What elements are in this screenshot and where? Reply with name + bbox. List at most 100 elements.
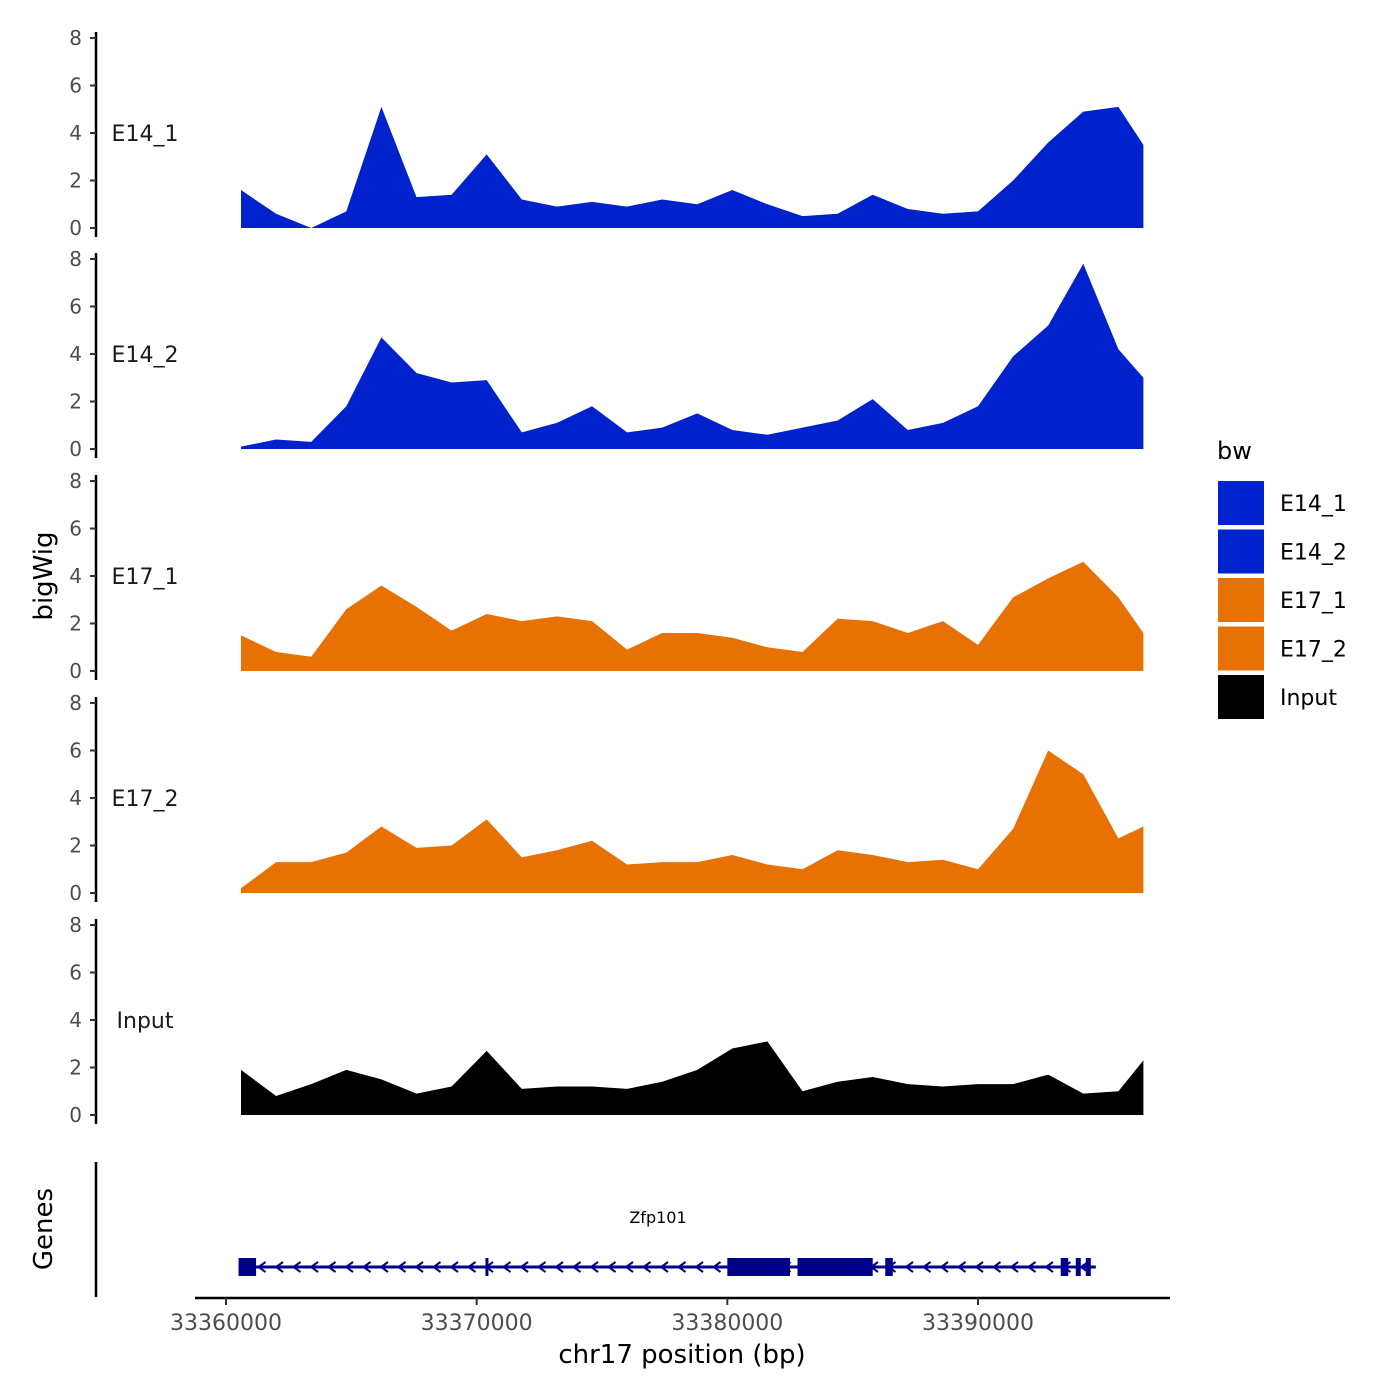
gene-name-label: Zfp101 xyxy=(629,1208,686,1227)
panel-label-e17_2: E17_2 xyxy=(112,787,179,812)
area-input xyxy=(241,1041,1144,1115)
y-tick-label: 0 xyxy=(69,659,82,683)
y-tick-label: 6 xyxy=(69,74,82,98)
strand-arrow xyxy=(431,1261,442,1273)
strand-arrow xyxy=(571,1261,582,1273)
strand-arrow xyxy=(659,1261,669,1273)
strand-arrow xyxy=(1026,1261,1037,1273)
gene-model-zfp101 xyxy=(238,1258,1096,1276)
strand-arrow xyxy=(501,1261,512,1273)
legend: bw E14_1 E14_2 E17_1 E17_2 Input xyxy=(1217,437,1347,719)
panel-label-input: Input xyxy=(117,1009,174,1034)
strand-arrow xyxy=(676,1261,687,1273)
legend-label-input: Input xyxy=(1280,686,1337,711)
strand-arrow xyxy=(991,1261,1002,1273)
strand-arrow xyxy=(939,1261,949,1273)
strand-arrow xyxy=(624,1261,634,1273)
gene-exon xyxy=(1085,1258,1091,1276)
panel-label-e14_2: E14_2 xyxy=(112,343,179,368)
strand-arrow xyxy=(449,1261,459,1273)
panel-e14_2: 0 2 4 6 8 E14_2 xyxy=(69,247,1144,461)
gene-exon xyxy=(485,1258,489,1276)
strand-arrow xyxy=(956,1261,967,1273)
y-tick-label: 0 xyxy=(69,1103,82,1127)
y-tick-label: 0 xyxy=(69,437,82,461)
area-e14_1 xyxy=(241,106,1144,228)
strand-arrow xyxy=(396,1261,407,1273)
strand-arrow xyxy=(1009,1261,1019,1273)
panel-label-e14_1: E14_1 xyxy=(112,122,179,147)
strand-arrow xyxy=(256,1261,267,1273)
signal-panels: 0 2 4 6 8 E14_1 0 2 4 6 8 E14_2 0 2 4 6 8 E17_1 0 2 4 6 8 E17_2… xyxy=(69,26,1144,1127)
legend-swatch-e17_1 xyxy=(1218,578,1264,622)
legend-swatch-e14_2 xyxy=(1218,529,1264,574)
y-tick-label: 4 xyxy=(69,564,82,588)
x-axis-ticks: 33360000 33370000 33380000 33390000 xyxy=(170,1298,1034,1336)
x-axis-title: chr17 position (bp) xyxy=(558,1340,805,1370)
panel-e17_2: 0 2 4 6 8 E17_2 xyxy=(69,691,1144,905)
y-tick-label: 4 xyxy=(69,342,82,366)
strand-arrow xyxy=(641,1261,652,1273)
y-tick-label: 8 xyxy=(69,469,82,493)
y-tick-label: 2 xyxy=(69,169,82,193)
gene-exon xyxy=(727,1258,790,1276)
strand-arrow xyxy=(379,1261,389,1273)
x-tick-label: 33380000 xyxy=(671,1311,783,1336)
gene-exon xyxy=(797,1258,873,1276)
y-tick-label: 4 xyxy=(69,121,82,145)
strand-arrow xyxy=(344,1261,354,1273)
strand-arrow xyxy=(361,1261,372,1273)
legend-swatch-e14_1 xyxy=(1218,481,1264,525)
legend-swatch-input xyxy=(1218,675,1264,719)
y-tick-label: 6 xyxy=(69,961,82,985)
strand-arrow xyxy=(536,1261,547,1273)
y-tick-label: 4 xyxy=(69,786,82,810)
area-e14_2 xyxy=(241,263,1144,449)
x-axis: 33360000 33370000 33380000 33390000 chr17 p… xyxy=(170,1296,1170,1370)
y-axis-title: bigWig xyxy=(29,531,59,620)
y-tick-label: 2 xyxy=(69,1056,82,1080)
legend-label-e14_2: E14_2 xyxy=(1280,541,1347,566)
panel-e14_1: 0 2 4 6 8 E14_1 xyxy=(69,26,1144,240)
strand-arrow xyxy=(291,1261,302,1273)
strand-arrow xyxy=(589,1261,599,1273)
y-tick-label: 2 xyxy=(69,834,82,858)
y-tick-label: 2 xyxy=(69,612,82,636)
legend-label-e14_1: E14_1 xyxy=(1280,492,1347,517)
gene-exon xyxy=(1060,1258,1069,1276)
strand-arrow xyxy=(554,1261,564,1273)
legend-label-e17_2: E17_2 xyxy=(1280,638,1347,663)
area-e17_2 xyxy=(241,750,1144,893)
legend-label-e17_1: E17_1 xyxy=(1280,589,1347,614)
strand-arrow xyxy=(974,1261,984,1273)
strand-arrow xyxy=(309,1261,319,1273)
genes-track: Genes Zfp101 xyxy=(29,1162,1096,1297)
gene-exon xyxy=(1075,1258,1081,1276)
area-e17_1 xyxy=(241,561,1144,671)
y-tick-label: 6 xyxy=(69,739,82,763)
strand-arrow xyxy=(274,1261,284,1273)
strand-arrow xyxy=(414,1261,424,1273)
gene-exon xyxy=(238,1258,257,1276)
y-tick-label: 8 xyxy=(69,913,82,937)
strand-arrow xyxy=(904,1261,914,1273)
strand-arrow xyxy=(519,1261,529,1273)
x-tick-label: 33360000 xyxy=(170,1311,282,1336)
y-tick-label: 6 xyxy=(69,295,82,319)
y-tick-label: 8 xyxy=(69,26,82,50)
genes-track-label: Genes xyxy=(29,1188,59,1270)
x-tick-label: 33390000 xyxy=(922,1311,1034,1336)
strand-arrow xyxy=(1079,1261,1089,1273)
y-tick-label: 8 xyxy=(69,691,82,715)
strand-arrow xyxy=(466,1261,477,1273)
strand-arrow xyxy=(326,1261,337,1273)
y-tick-label: 0 xyxy=(69,881,82,905)
panel-label-e17_1: E17_1 xyxy=(112,565,179,590)
strand-arrow xyxy=(921,1261,932,1273)
y-tick-label: 0 xyxy=(69,216,82,240)
strand-arrow xyxy=(606,1261,617,1273)
panel-input: 0 2 4 6 8 Input xyxy=(69,913,1144,1127)
y-tick-label: 6 xyxy=(69,517,82,541)
y-tick-label: 8 xyxy=(69,247,82,271)
